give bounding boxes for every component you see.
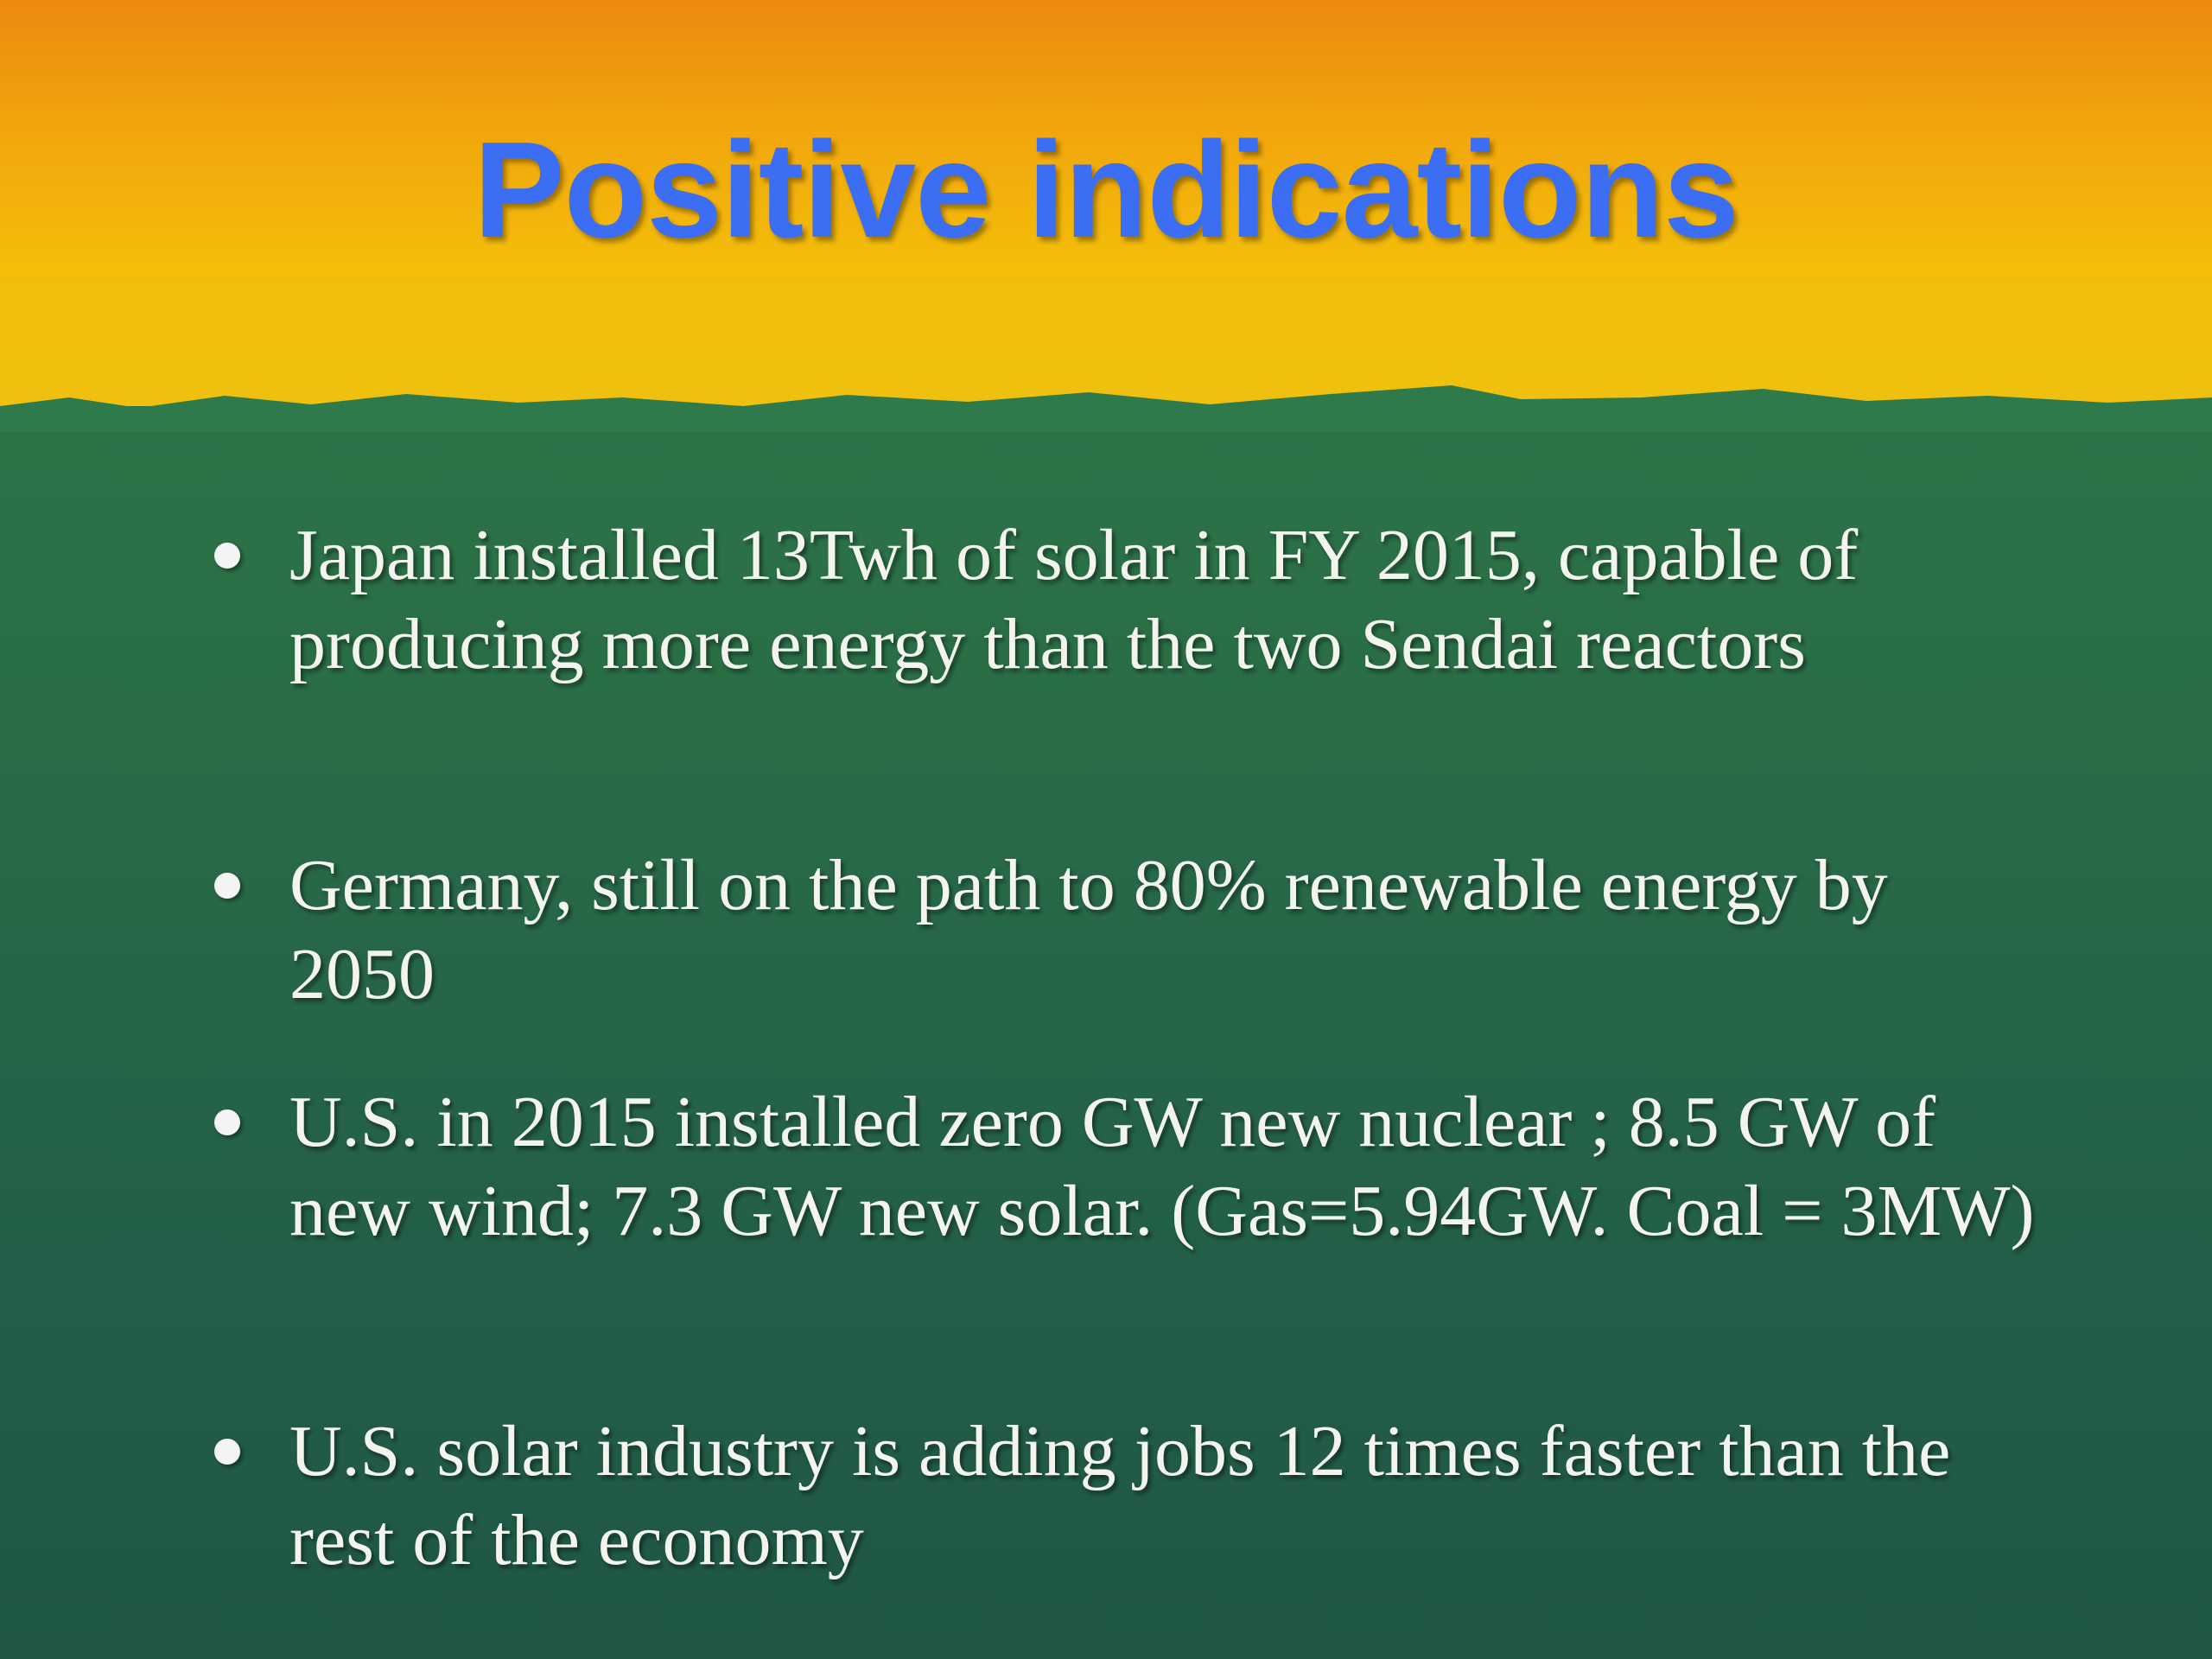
bullet-text: U.S. in 2015 installed zero GW new nucle… [289, 1082, 2035, 1251]
bullet-item: Germany, still on the path to 80% renewa… [214, 841, 2037, 1019]
bullet-item: U.S. solar industry is adding jobs 12 ti… [214, 1407, 2037, 1585]
bullet-item: Japan installed 13Twh of solar in FY 201… [214, 511, 2037, 689]
bullet-dot [214, 873, 240, 899]
bullet-text: U.S. solar industry is adding jobs 12 ti… [289, 1411, 1951, 1580]
bullet-text: Germany, still on the path to 80% renewa… [289, 845, 1888, 1014]
bullet-text: Japan installed 13Twh of solar in FY 201… [289, 515, 1859, 684]
slide-title: Positive indications [474, 114, 1739, 266]
bullet-dot [214, 1109, 240, 1135]
bullet-item: U.S. in 2015 installed zero GW new nucle… [214, 1077, 2037, 1255]
bullet-dot [214, 543, 240, 569]
bullet-dot [214, 1439, 240, 1465]
torn-edge [0, 385, 2212, 432]
header-band [0, 0, 2212, 406]
